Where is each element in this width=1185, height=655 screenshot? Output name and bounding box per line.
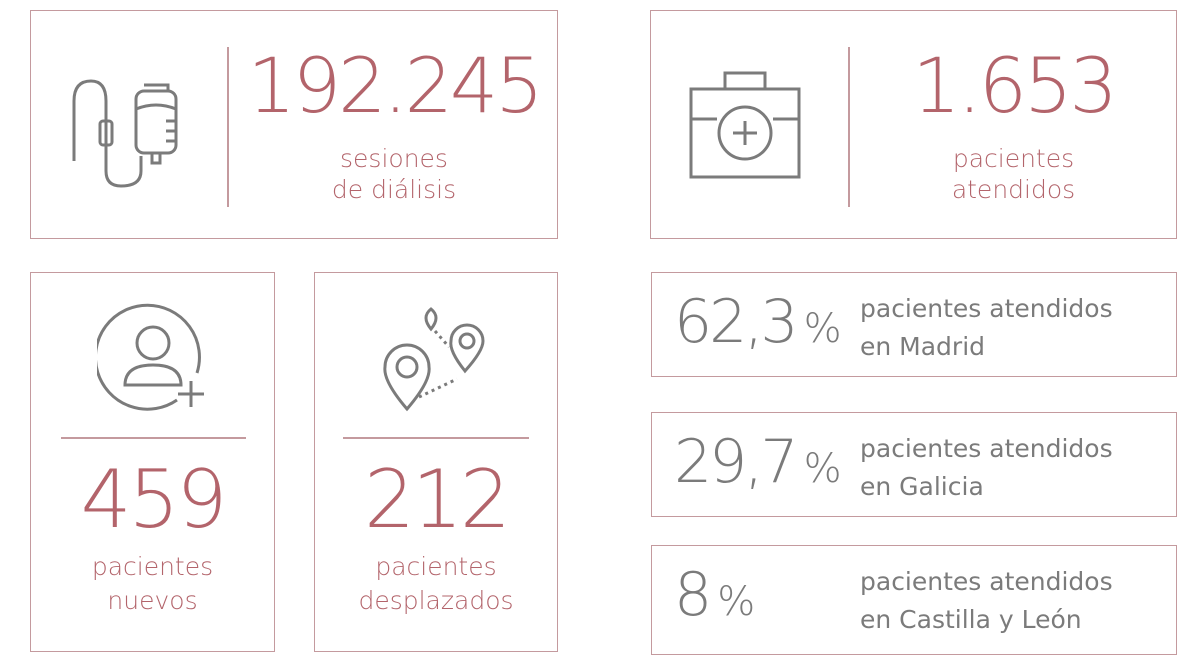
percent-unit: % (803, 306, 842, 352)
divider (61, 437, 246, 439)
displaced-patients-value: 212 (364, 453, 511, 546)
route-icon (383, 307, 485, 412)
region-percent: 29,7% (674, 427, 842, 497)
label-line: en Castilla y León (860, 605, 1082, 634)
region-card: 29,7% pacientes atendidos en Galicia (651, 412, 1177, 517)
patients-label: pacientes atendidos (851, 143, 1176, 205)
region-percent: 8% (674, 560, 755, 630)
region-label: pacientes atendidos en Madrid (860, 290, 1113, 366)
divider (848, 47, 850, 207)
new-patients-value: 459 (80, 453, 228, 546)
new-patients-card: 459 pacientes nuevos (30, 272, 275, 652)
dialysis-icon (72, 79, 178, 188)
label-line: desplazados (358, 586, 514, 615)
displaced-patients-label: pacientes desplazados (315, 550, 557, 618)
patients-card: 1.653 pacientes atendidos (650, 10, 1177, 239)
dialysis-label: sesiones de diálisis (231, 143, 557, 205)
label-line: pacientes (91, 552, 214, 581)
divider (343, 437, 529, 439)
region-label: pacientes atendidos en Castilla y León (860, 563, 1113, 639)
label-line: pacientes atendidos (860, 567, 1113, 596)
label-line: atendidos (951, 175, 1076, 204)
region-label: pacientes atendidos en Galicia (860, 430, 1113, 506)
user-add-icon (97, 303, 204, 411)
label-line: en Galicia (860, 472, 984, 501)
label-line: en Madrid (860, 332, 986, 361)
dialysis-card: 192.245 sesiones de diálisis (30, 10, 558, 239)
region-card: 8% pacientes atendidos en Castilla y León (651, 545, 1177, 655)
percent-unit: % (803, 446, 842, 492)
label-line: pacientes (375, 552, 497, 581)
label-line: pacientes atendidos (860, 434, 1113, 463)
region-percent: 62,3% (674, 287, 842, 357)
percent-value: 8 (674, 560, 712, 630)
medkit-icon (689, 71, 801, 179)
patients-value: 1.653 (912, 41, 1118, 130)
percent-value: 29,7 (674, 427, 799, 497)
percent-unit: % (717, 579, 756, 625)
new-patients-label: pacientes nuevos (31, 550, 274, 618)
divider (227, 47, 229, 207)
label-line: nuevos (107, 586, 198, 615)
percent-value: 62,3 (674, 287, 799, 357)
region-card: 62,3% pacientes atendidos en Madrid (651, 272, 1177, 377)
label-line: pacientes atendidos (860, 294, 1113, 323)
displaced-patients-card: 212 pacientes desplazados (314, 272, 558, 652)
label-line: de diálisis (331, 175, 457, 204)
label-line: pacientes (952, 144, 1075, 173)
label-line: sesiones (340, 144, 448, 173)
dialysis-value: 192.245 (247, 41, 543, 130)
